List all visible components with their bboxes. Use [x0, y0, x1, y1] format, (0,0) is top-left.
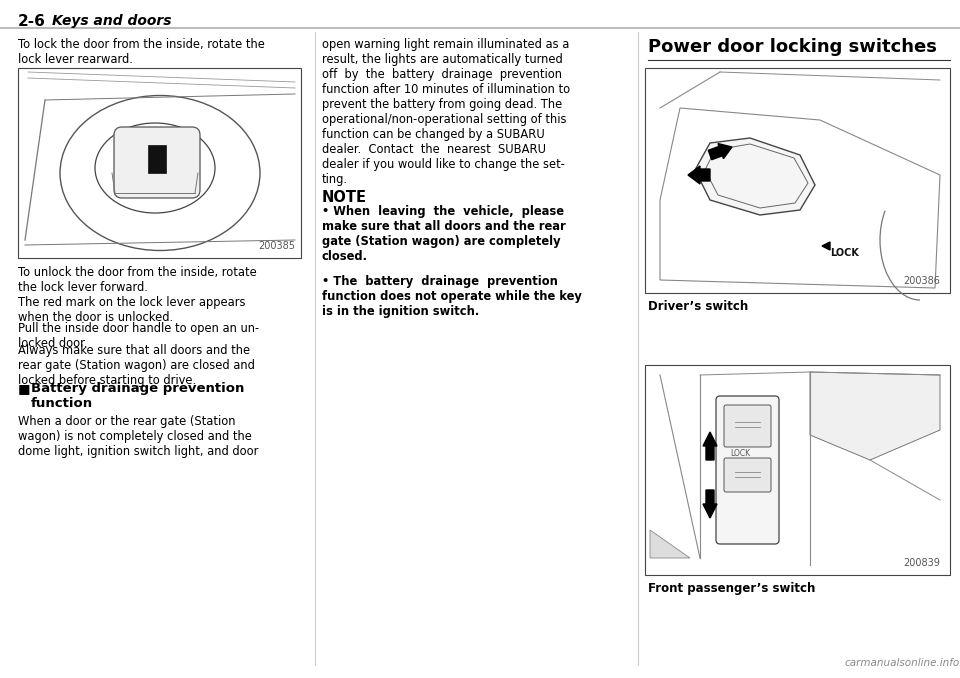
FancyBboxPatch shape: [645, 68, 950, 293]
Text: Battery drainage prevention: Battery drainage prevention: [31, 382, 245, 395]
Text: ■: ■: [18, 382, 31, 395]
Text: LOCK: LOCK: [830, 248, 859, 258]
Text: The red mark on the lock lever appears
when the door is unlocked.: The red mark on the lock lever appears w…: [18, 296, 246, 324]
FancyBboxPatch shape: [114, 127, 200, 198]
Text: carmanualsonline.info: carmanualsonline.info: [845, 658, 960, 668]
FancyBboxPatch shape: [148, 145, 166, 173]
FancyBboxPatch shape: [716, 396, 779, 544]
Polygon shape: [822, 242, 830, 250]
Text: 200385: 200385: [258, 241, 295, 251]
Text: • The  battery  drainage  prevention
function does not operate while the key
is : • The battery drainage prevention functi…: [322, 275, 582, 318]
Text: Power door locking switches: Power door locking switches: [648, 38, 937, 56]
Text: NOTE: NOTE: [322, 190, 367, 205]
FancyArrow shape: [688, 166, 710, 184]
FancyBboxPatch shape: [645, 365, 950, 575]
Text: Pull the inside door handle to open an un-
locked door.: Pull the inside door handle to open an u…: [18, 322, 259, 350]
Text: Keys and doors: Keys and doors: [52, 14, 172, 28]
FancyBboxPatch shape: [724, 405, 771, 447]
Text: open warning light remain illuminated as a
result, the lights are automatically : open warning light remain illuminated as…: [322, 38, 570, 186]
Text: To unlock the door from the inside, rotate
the lock lever forward.: To unlock the door from the inside, rota…: [18, 266, 256, 294]
FancyArrow shape: [703, 432, 717, 460]
Text: When a door or the rear gate (Station
wagon) is not completely closed and the
do: When a door or the rear gate (Station wa…: [18, 415, 258, 458]
Text: function: function: [31, 397, 93, 410]
Polygon shape: [650, 530, 690, 558]
Text: Always make sure that all doors and the
rear gate (Station wagon) are closed and: Always make sure that all doors and the …: [18, 344, 254, 387]
Text: 200386: 200386: [903, 276, 940, 286]
FancyBboxPatch shape: [18, 68, 301, 258]
FancyArrow shape: [708, 144, 732, 160]
Text: • When  leaving  the  vehicle,  please
make sure that all doors and the rear
gat: • When leaving the vehicle, please make …: [322, 205, 565, 263]
Polygon shape: [695, 138, 815, 215]
Text: Driver’s switch: Driver’s switch: [648, 300, 748, 313]
Text: To lock the door from the inside, rotate the
lock lever rearward.: To lock the door from the inside, rotate…: [18, 38, 265, 66]
Text: LOCK: LOCK: [730, 449, 750, 458]
FancyBboxPatch shape: [724, 458, 771, 492]
FancyArrow shape: [703, 490, 717, 518]
Text: 2-6: 2-6: [18, 14, 46, 29]
Polygon shape: [810, 372, 940, 460]
Text: Front passenger’s switch: Front passenger’s switch: [648, 582, 815, 595]
Text: 200839: 200839: [903, 558, 940, 568]
